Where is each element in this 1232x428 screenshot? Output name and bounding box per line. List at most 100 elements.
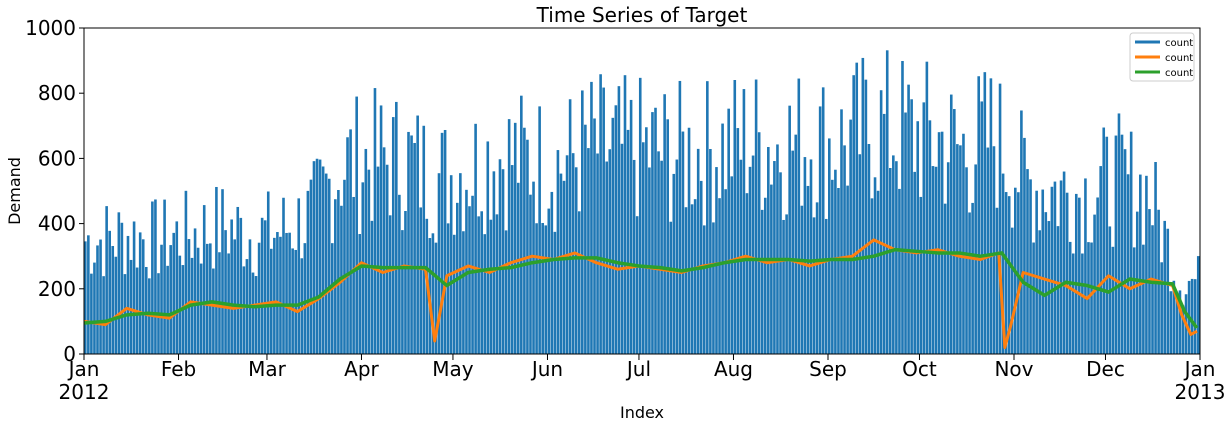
hourly-bar: [940, 131, 944, 354]
hourly-bar: [1093, 214, 1096, 354]
hourly-bar: [885, 50, 889, 355]
y-tick-label: 400: [38, 212, 76, 236]
hourly-bar: [291, 248, 294, 354]
hourly-bar: [907, 84, 910, 355]
hourly-bar: [1160, 262, 1163, 354]
hourly-bar: [108, 230, 111, 354]
hourly-bar: [602, 87, 605, 354]
hourly-bar: [178, 255, 182, 354]
hourly-bar: [309, 179, 313, 354]
hourly-bar: [318, 159, 322, 354]
hourly-bar: [770, 184, 773, 354]
hourly-bar: [815, 202, 819, 354]
hourly-bar: [102, 276, 105, 354]
hourly-bar: [443, 129, 447, 354]
hourly-bar: [199, 263, 203, 354]
hourly-bar: [577, 211, 581, 354]
hourly-bar: [724, 189, 727, 354]
hourly-bar: [709, 148, 712, 354]
hourly-bar: [1169, 291, 1173, 354]
hourly-bar: [96, 245, 99, 354]
hourly-bar: [462, 231, 465, 354]
hourly-bar: [757, 132, 761, 354]
hourly-bar: [303, 243, 307, 354]
hourly-bar: [1105, 136, 1109, 354]
hourly-bar: [620, 143, 624, 354]
hourly-bar: [562, 180, 566, 354]
hourly-bar: [840, 109, 843, 354]
hourly-bar: [398, 194, 401, 354]
hourly-bar: [1065, 192, 1069, 354]
hourly-bar: [684, 207, 688, 354]
hourly-bar: [632, 159, 636, 354]
hourly-bar: [532, 181, 535, 354]
hourly-bar: [434, 242, 438, 354]
hourly-bar: [474, 123, 477, 354]
hourly-bar: [477, 216, 480, 354]
hourly-bar: [870, 198, 874, 354]
hourly-bar: [1166, 228, 1170, 354]
hourly-bar: [513, 122, 517, 354]
hourly-bar: [285, 232, 288, 354]
hourly-bar: [638, 77, 642, 354]
hourly-bar: [946, 162, 950, 354]
hourly-bar: [919, 196, 923, 354]
hourly-bar: [1035, 190, 1038, 354]
hourly-bar: [151, 201, 154, 354]
hourly-bar: [1062, 171, 1066, 354]
hourly-bar: [1010, 227, 1014, 354]
hourly-bar: [751, 155, 755, 354]
hourly-bar: [846, 185, 849, 354]
hourly-bar: [1178, 290, 1182, 354]
hourly-bar: [666, 119, 669, 354]
hourly-bar: [260, 217, 264, 354]
hourly-bar: [535, 223, 538, 354]
hourly-bar: [882, 113, 886, 354]
hourly-bar: [391, 117, 395, 354]
hourly-bar: [160, 244, 163, 354]
hourly-bar: [132, 221, 136, 354]
hourly-bar: [193, 228, 197, 354]
hourly-bar: [486, 141, 490, 354]
hourly-bar: [334, 199, 337, 354]
hourly-bar: [117, 212, 121, 354]
hourly-bar: [93, 262, 96, 354]
hourly-bar: [263, 220, 267, 354]
hourly-bar: [1047, 221, 1051, 354]
hourly-bar: [306, 190, 310, 354]
hourly-bar: [599, 74, 602, 355]
hourly-bar: [693, 199, 697, 354]
hourly-bar: [166, 265, 169, 354]
hourly-bar: [1172, 280, 1176, 354]
hourly-bar: [239, 217, 243, 354]
hourly-bar: [800, 205, 804, 354]
hourly-bar: [1078, 197, 1081, 354]
hourly-bar: [657, 151, 660, 354]
legend-item: count: [1135, 53, 1193, 64]
hourly-bar: [163, 199, 166, 354]
hourly-bar: [449, 175, 453, 354]
legend-box: [1129, 32, 1195, 82]
hourly-bar: [510, 165, 514, 354]
hourly-bar: [663, 94, 666, 355]
hourly-bar: [230, 219, 233, 354]
y-tick-label: 800: [38, 81, 76, 105]
hourly-bar: [90, 273, 93, 354]
y-tick-label: 200: [38, 277, 76, 301]
hourly-bar: [959, 145, 962, 354]
hourly-bar: [297, 198, 301, 354]
hourly-bar: [154, 199, 157, 354]
series-line: [83, 247, 1199, 329]
hourly-bar: [843, 145, 846, 354]
hourly-bar: [1154, 162, 1157, 354]
hourly-bar: [376, 166, 380, 354]
x-tick-label: Oct: [902, 357, 937, 381]
hourly-bar: [361, 182, 365, 354]
hourly-bar: [983, 72, 987, 355]
hourly-bar: [629, 99, 633, 355]
hourly-bar: [1190, 278, 1194, 354]
hourly-bar: [834, 169, 837, 354]
hourly-bar: [468, 206, 471, 354]
hourly-bar: [367, 169, 371, 354]
